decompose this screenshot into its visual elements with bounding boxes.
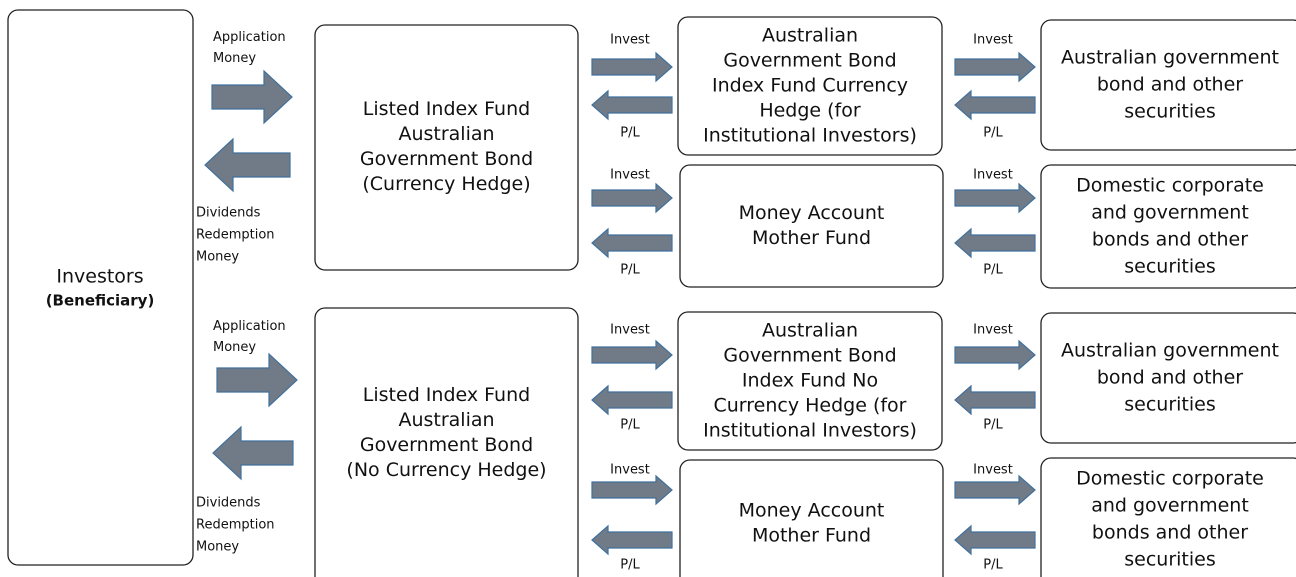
invest-label: Invest — [973, 463, 1013, 478]
invest-label: Invest — [610, 323, 650, 338]
box — [1040, 312, 1296, 444]
arrow-right — [591, 182, 673, 214]
pl-label: P/L — [620, 558, 640, 573]
box — [1040, 164, 1296, 289]
securities-label: Australian government — [1061, 47, 1279, 69]
arrow-left — [204, 137, 291, 193]
pl-label: P/L — [620, 126, 640, 141]
application-label: Money — [213, 340, 256, 355]
invest-label: Invest — [973, 33, 1013, 48]
securities-label: Domestic corporate — [1076, 468, 1264, 490]
arrow-right — [954, 182, 1036, 214]
mother-fund-label: Institutional Investors) — [703, 125, 917, 147]
mother-fund-label: Currency Hedge (for — [713, 395, 906, 417]
pl-label: P/L — [983, 263, 1003, 278]
arrow-right — [216, 352, 298, 408]
mother-fund-label: Index Fund Currency — [712, 75, 908, 97]
investors-label: Investors — [56, 266, 143, 288]
arrow-right — [954, 474, 1036, 506]
pl-label: P/L — [620, 263, 640, 278]
mother-fund-label: Australian — [762, 25, 858, 47]
mother-fund-label: Index Fund No — [742, 370, 878, 392]
arrow-left — [591, 89, 673, 121]
investors-sub: (Beneficiary) — [46, 292, 155, 310]
box — [677, 16, 943, 156]
invest-label: Invest — [610, 168, 650, 183]
securities-label: bonds and other — [1092, 522, 1248, 544]
arrow-right — [954, 339, 1036, 371]
securities-label: bond and other — [1097, 74, 1243, 96]
box — [679, 459, 944, 577]
fund-label: Government Bond — [360, 148, 533, 170]
box — [314, 307, 579, 577]
invest-label: Invest — [610, 33, 650, 48]
arrow-left — [591, 384, 673, 416]
fund-label: Listed Index Fund — [363, 98, 530, 120]
arrow-left — [591, 227, 673, 259]
pl-label: P/L — [983, 418, 1003, 433]
pl-label: P/L — [983, 126, 1003, 141]
arrow-right — [211, 69, 293, 125]
box — [1040, 457, 1296, 577]
arrow-right — [591, 474, 673, 506]
application-label: Application — [213, 30, 286, 45]
arrow-right — [954, 51, 1036, 83]
securities-label: Australian government — [1061, 340, 1279, 362]
fund-label: Listed Index Fund — [363, 384, 530, 406]
application-label: Money — [213, 51, 256, 66]
box — [1040, 19, 1296, 151]
securities-label: securities — [1124, 549, 1215, 571]
mother-fund-label: Money Account — [739, 500, 885, 522]
arrow-left — [954, 89, 1036, 121]
dividends-label: Money — [196, 540, 239, 555]
invest-label: Invest — [973, 323, 1013, 338]
dividends-label: Redemption — [196, 518, 275, 533]
mother-fund-label: Australian — [762, 320, 858, 342]
arrow-left — [954, 227, 1036, 259]
arrow-left — [954, 384, 1036, 416]
arrow-right — [591, 339, 673, 371]
arrow-left — [212, 425, 294, 481]
securities-label: and government — [1091, 495, 1249, 517]
mother-fund-label: Mother Fund — [752, 525, 871, 547]
fund-label: Australian — [398, 123, 494, 145]
dividends-label: Dividends — [196, 206, 261, 221]
mother-fund-label: Mother Fund — [752, 227, 871, 249]
securities-label: bonds and other — [1092, 229, 1248, 251]
securities-label: bond and other — [1097, 367, 1243, 389]
securities-label: securities — [1124, 256, 1215, 278]
box — [679, 164, 944, 288]
box — [314, 24, 579, 271]
pl-label: P/L — [983, 558, 1003, 573]
dividends-label: Dividends — [196, 496, 261, 511]
arrow-right — [591, 51, 673, 83]
securities-label: and government — [1091, 202, 1249, 224]
mother-fund-label: Hedge (for — [759, 100, 861, 122]
fund-label: (No Currency Hedge) — [346, 459, 546, 481]
mother-fund-label: Government Bond — [723, 345, 896, 367]
fund-label: Government Bond — [360, 434, 533, 456]
securities-label: Domestic corporate — [1076, 175, 1264, 197]
mother-fund-label: Government Bond — [723, 50, 896, 72]
fund-label: (Currency Hedge) — [362, 173, 530, 195]
box — [7, 9, 194, 566]
dividends-label: Redemption — [196, 228, 275, 243]
application-label: Application — [213, 319, 286, 334]
mother-fund-label: Money Account — [739, 202, 885, 224]
arrow-left — [591, 524, 673, 556]
invest-label: Invest — [973, 168, 1013, 183]
invest-label: Invest — [610, 463, 650, 478]
mother-fund-label: Institutional Investors) — [703, 420, 917, 442]
box — [677, 311, 943, 451]
pl-label: P/L — [620, 418, 640, 433]
fund-label: Australian — [398, 409, 494, 431]
dividends-label: Money — [196, 250, 239, 265]
securities-label: securities — [1124, 101, 1215, 123]
securities-label: securities — [1124, 394, 1215, 416]
arrow-left — [954, 524, 1036, 556]
